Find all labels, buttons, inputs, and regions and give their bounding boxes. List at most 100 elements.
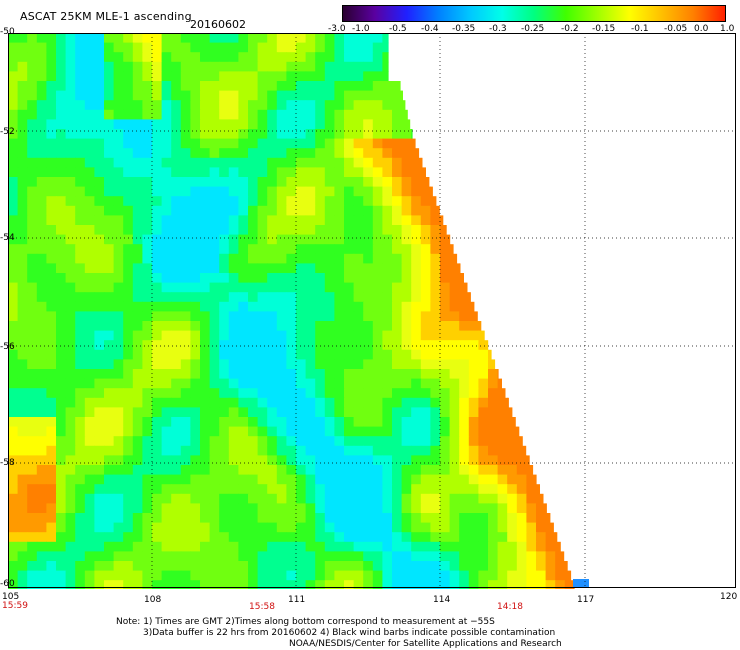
swath-cell [372,561,383,572]
swath-cell [545,570,556,581]
swath-cell [123,234,134,245]
swath-cell [315,253,326,264]
swath-cell [65,273,76,284]
swath-cell [392,321,403,332]
lat-label: -54 [0,233,15,243]
swath-cell [238,42,249,53]
swath-cell [142,426,153,437]
swath-cell [305,292,316,303]
swath-cell [334,330,345,341]
swath-cell [305,138,316,149]
swath-cell [94,513,105,524]
swath-cell [209,186,220,197]
swath-cell [180,340,191,351]
swath-cell [257,330,268,341]
swath-cell [353,551,364,562]
swath-cell [132,33,143,44]
swath-cell [344,426,355,437]
swath-cell [248,397,259,408]
swath-cell [36,167,47,178]
swath-cell [65,100,76,111]
swath-cell [75,445,86,456]
swath-cell [276,167,287,178]
swath-cell [459,273,464,284]
swath-cell [459,484,470,495]
swath-cell [209,177,220,188]
swath-cell [324,570,335,581]
swath-cell [238,321,249,332]
swath-cell [123,417,134,428]
swath-cell [152,225,163,236]
swath-cell [305,407,316,418]
swath-cell [382,186,393,197]
swath-cell [344,570,355,581]
swath-cell [267,503,278,514]
swath-cell [344,109,355,120]
swath-cell [526,541,537,552]
swath-cell [411,138,416,149]
swath-cell [459,426,470,437]
swath-cell [449,484,460,495]
swath-cell [286,138,297,149]
swath-cell [372,541,383,552]
swath-cell [65,205,76,216]
swath-cell [507,551,518,562]
swath-cell [171,157,182,168]
swath-cell [497,561,508,572]
swath-cell [478,321,482,332]
swath-cell [17,90,28,101]
swath-cell [420,330,431,341]
swath-cell [257,532,268,543]
swath-cell [65,263,76,274]
swath-cell [190,109,201,120]
swath-cell [123,292,134,303]
swath-cell [411,532,422,543]
swath-cell [238,397,249,408]
swath-cell [286,474,297,485]
swath-cell [104,330,115,341]
swath-cell [132,253,143,264]
swath-cell [411,455,422,466]
swath-cell [209,474,220,485]
swath-cell [257,321,268,332]
swath-cell [363,330,374,341]
swath-cell [420,474,431,485]
swath-cell [238,474,249,485]
swath-cell [334,369,345,380]
swath-cell [152,532,163,543]
swath-cell [8,109,19,120]
swath-cell [219,484,230,495]
swath-cell [363,340,374,351]
swath-cell [75,100,86,111]
swath-cell [142,225,153,236]
swath-cell [276,100,287,111]
swath-cell [152,196,163,207]
swath-cell [94,244,105,255]
swath-cell [27,522,38,533]
swath-cell [334,522,345,533]
swath-cell [190,148,201,159]
swath-cell [17,522,28,533]
swath-cell [382,167,393,178]
swath-cell [353,503,364,514]
swath-cell [430,397,441,408]
swath-cell [344,417,355,428]
swath-cell [152,177,163,188]
swath-cell [46,292,57,303]
swath-cell [180,570,191,581]
swath-cell [17,474,28,485]
swath-cell [190,90,201,101]
swath-cell [276,349,287,360]
swath-cell [17,273,28,284]
swath-cell [142,484,153,495]
swath-cell [238,541,249,552]
swath-cell [36,119,47,130]
swath-cell [56,570,67,581]
swath-cell [104,561,115,572]
swath-cell [200,205,211,216]
swath-cell [372,340,383,351]
swath-cell [344,522,355,533]
swath-cell [209,234,220,245]
swath-cell [392,561,403,572]
swath-cell [161,455,172,466]
